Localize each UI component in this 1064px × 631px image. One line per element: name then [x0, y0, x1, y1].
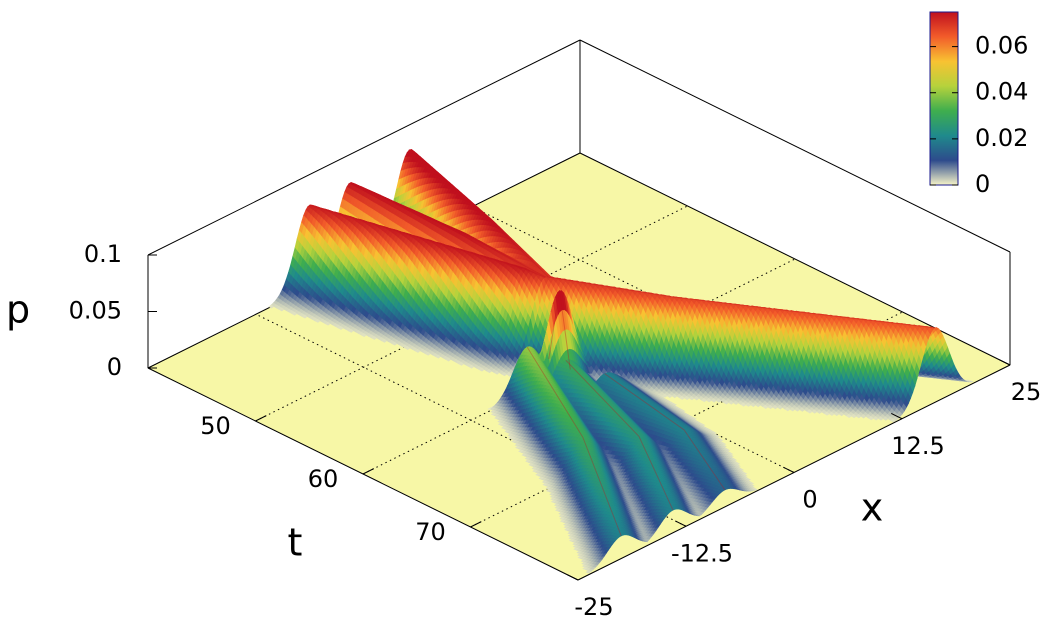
box-edge — [147, 39, 581, 256]
box-edge — [579, 39, 1011, 253]
surface-layer — [268, 149, 974, 574]
